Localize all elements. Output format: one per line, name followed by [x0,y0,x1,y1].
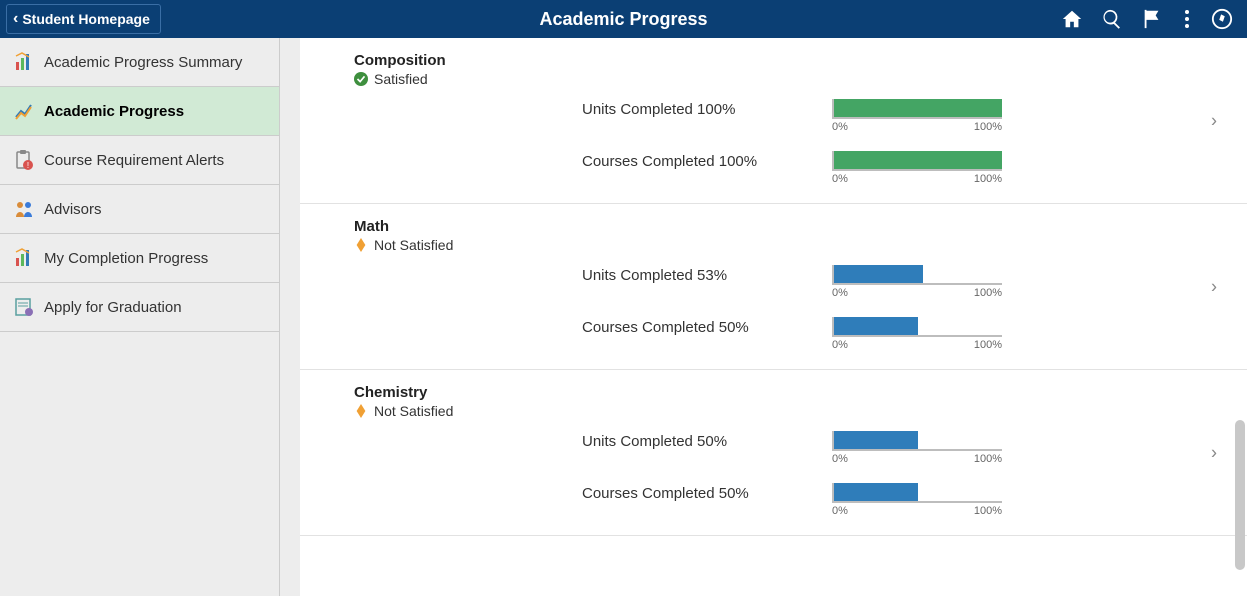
progress-bar-row: Units Completed 53%0% 100% [582,265,1207,299]
scale-min: 0% [832,121,848,133]
compass-icon[interactable] [1211,8,1233,30]
progress-bar-label: Courses Completed 50% [582,483,832,502]
scale-max: 100% [974,339,1002,351]
section-title: Chemistry [354,384,1207,401]
sidebar-item-my-completion-progress[interactable]: My Completion Progress [0,234,279,283]
sidebar-item-label: Academic Progress Summary [44,54,242,71]
chevron-left-icon: ‹ [11,10,22,28]
progress-bar-label: Units Completed 53% [582,265,832,284]
scale-min: 0% [832,505,848,517]
line-chart-icon [14,101,34,121]
sidebar-item-academic-progress[interactable]: Academic Progress [0,87,279,136]
progress-bar-fill [834,99,1002,117]
sidebar-item-label: Academic Progress [44,103,184,120]
scale-max: 100% [974,505,1002,517]
progress-section: Composition Satisfied Units Completed 100%… [300,38,1247,204]
progress-bar: 0% 100% [832,483,1002,517]
progress-bar-label: Courses Completed 50% [582,317,832,336]
chevron-right-icon[interactable]: › [1211,276,1217,297]
progress-bar-label: Units Completed 100% [582,99,832,118]
scale-min: 0% [832,287,848,299]
progress-bar-label: Courses Completed 100% [582,151,832,170]
sidebar-item-course-requirement-alerts[interactable]: ! Course Requirement Alerts [0,136,279,185]
progress-bar-row: Courses Completed 100%0% 100% [582,151,1207,185]
sidebar-item-academic-progress-summary[interactable]: Academic Progress Summary [0,38,279,87]
scale-min: 0% [832,173,848,185]
main-content: Composition Satisfied Units Completed 100%… [300,38,1247,596]
scale-min: 0% [832,453,848,465]
progress-bar: 0% 100% [832,431,1002,465]
actions-menu-icon[interactable] [1181,6,1193,32]
scale-max: 100% [974,287,1002,299]
progress-section: MathNot SatisfiedUnits Completed 53%0%10… [300,204,1247,370]
back-button[interactable]: ‹ Student Homepage [6,4,161,34]
flag-icon[interactable] [1141,8,1163,30]
people-icon [14,199,34,219]
bar-chart-icon [14,52,34,72]
progress-bar-fill [834,151,1002,169]
status-row: Not Satisfied [354,237,1207,253]
progress-bar: 0% 100% [832,265,1002,299]
check-circle-icon [354,72,368,86]
back-button-label: Student Homepage [22,11,150,27]
progress-bar: 0% 100% [832,151,1002,185]
progress-section: Chemistry Not Satisfied Units Completed 50… [300,370,1247,536]
diamond-icon [354,404,368,418]
status-row: Satisfied [354,71,1207,87]
diamond-icon [354,238,368,252]
scale-max: 100% [974,453,1002,465]
status-label: Not Satisfied [374,403,453,419]
progress-bar: 0% 100% [832,317,1002,351]
scale-max: 100% [974,173,1002,185]
section-title: Math [354,218,1207,235]
scale-max: 100% [974,121,1002,133]
bar-chart-icon [14,248,34,268]
progress-bar-fill [834,265,923,283]
sidebar-item-label: Advisors [44,201,102,218]
sidebar-item-label: My Completion Progress [44,250,208,267]
progress-bar-row: Courses Completed 50%0% 100% [582,317,1207,351]
header-actions [1061,6,1247,32]
sidebar-item-label: Apply for Graduation [44,299,182,316]
progress-bar-row: Courses Completed 50%0% 100% [582,483,1207,517]
progress-bar-label: Units Completed 50% [582,431,832,450]
progress-bar-fill [834,483,918,501]
scrollbar-thumb[interactable] [1235,420,1245,570]
progress-bar-row: Units Completed 100%0% 100% [582,99,1207,133]
progress-bar-fill [834,317,918,335]
form-icon [14,297,34,317]
home-icon[interactable] [1061,8,1083,30]
status-label: Not Satisfied [374,237,453,253]
progress-bar: 0% 100% [832,99,1002,133]
chevron-right-icon[interactable]: › [1211,442,1217,463]
svg-text:!: ! [27,161,29,170]
page-title: Academic Progress [0,9,1247,30]
sidebar-item-label: Course Requirement Alerts [44,152,224,169]
clipboard-alert-icon: ! [14,150,34,170]
status-label: Satisfied [374,71,428,87]
scale-min: 0% [832,339,848,351]
section-title: Composition [354,52,1207,69]
search-icon[interactable] [1101,8,1123,30]
sidebar-item-advisors[interactable]: Advisors [0,185,279,234]
progress-bar-fill [834,431,918,449]
progress-bar-row: Units Completed 50%0% 100% [582,431,1207,465]
sidebar-item-apply-for-graduation[interactable]: Apply for Graduation [0,283,279,332]
sidebar: Academic Progress Summary Academic Progre… [0,38,280,596]
page-header: ‹ Student Homepage Academic Progress [0,0,1247,38]
status-row: Not Satisfied [354,403,1207,419]
chevron-right-icon[interactable]: › [1211,110,1217,131]
